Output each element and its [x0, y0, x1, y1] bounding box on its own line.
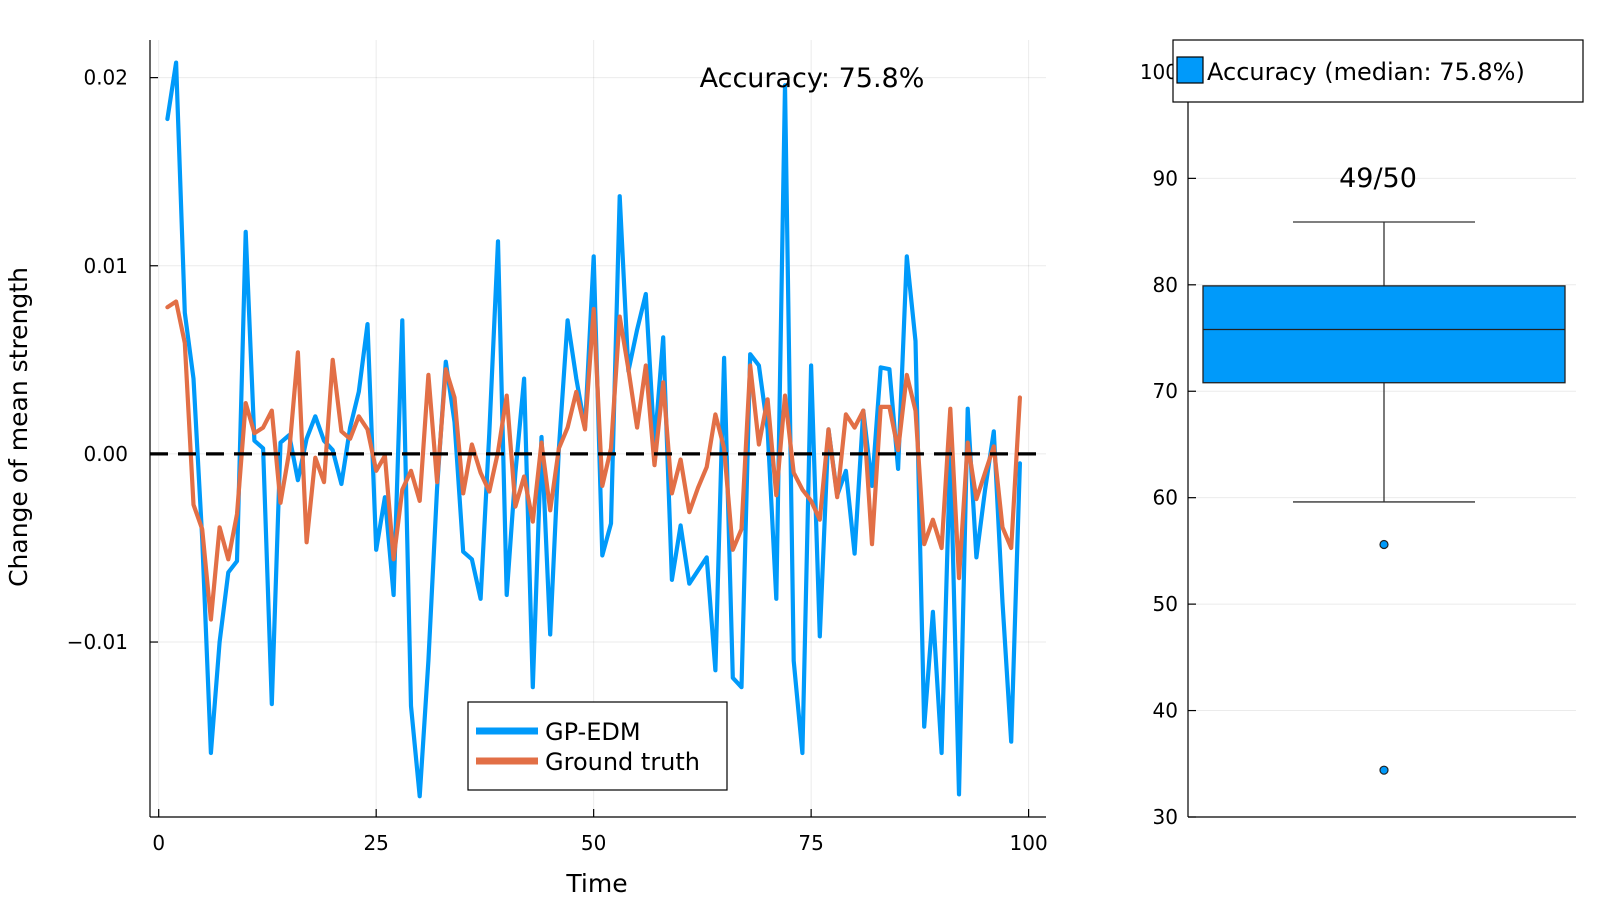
y-axis-label: Change of mean strength [4, 267, 33, 587]
x-tick-label: 50 [581, 831, 606, 855]
series-line-gp-edm [165, 60, 1023, 799]
box-y-tick-label: 40 [1153, 699, 1178, 723]
legend-label-gp-edm: GP-EDM [545, 718, 641, 746]
legend-label-ground-truth: Ground truth [545, 748, 700, 776]
box-plot-marks [1202, 221, 1566, 775]
line-chart-legend: GP-EDM Ground truth [467, 701, 728, 791]
line-chart-panel: 0 25 50 75 100 −0.01 0.00 0.01 0.02 Time Change… [4, 40, 1048, 898]
box-y-tick-labels: 30 40 50 60 70 80 90 100 [1140, 60, 1178, 829]
box-y-tick-label: 90 [1153, 166, 1178, 190]
y-tick-label: 0.01 [83, 254, 128, 278]
outlier-point [1379, 539, 1389, 550]
x-tick-labels: 0 25 50 75 100 [152, 831, 1047, 855]
box-y-tick-label: 30 [1153, 805, 1178, 829]
box-y-tick-label: 70 [1153, 379, 1178, 403]
count-annotation: 49/50 [1339, 163, 1417, 194]
box-y-tick-label: 60 [1153, 486, 1178, 510]
line-chart-axes [149, 40, 1046, 818]
box-plot-axes [1187, 69, 1576, 818]
box-y-tick-label: 100 [1140, 60, 1178, 84]
box-y-tick-label: 80 [1153, 273, 1178, 297]
legend-frame [467, 701, 728, 791]
x-tick-label: 25 [363, 831, 388, 855]
box-legend-swatch [1176, 56, 1204, 84]
y-tick-labels: −0.01 0.00 0.01 0.02 [67, 66, 128, 654]
box-y-tick-label: 50 [1153, 592, 1178, 616]
x-axis-label: Time [565, 869, 627, 898]
x-tick-label: 0 [152, 831, 165, 855]
box-plot-panel: 30 40 50 60 70 80 90 100 49/50 Accuracy (median… [1140, 39, 1584, 829]
line-chart-series [165, 60, 1023, 799]
accuracy-annotation: Accuracy: 75.8% [700, 63, 925, 94]
y-tick-label: −0.01 [67, 630, 128, 654]
box-legend-label: Accuracy (median: 75.8%) [1207, 58, 1525, 86]
box-plot-legend: Accuracy (median: 75.8%) [1172, 39, 1584, 103]
y-tick-label: 0.00 [83, 442, 128, 466]
outlier-point [1379, 765, 1389, 775]
iqr-box [1202, 285, 1566, 384]
x-tick-label: 75 [798, 831, 823, 855]
series-line-ground-truth [165, 299, 1023, 622]
y-tick-label: 0.02 [83, 66, 128, 90]
x-tick-label: 100 [1010, 831, 1048, 855]
box-legend-frame [1172, 39, 1584, 103]
